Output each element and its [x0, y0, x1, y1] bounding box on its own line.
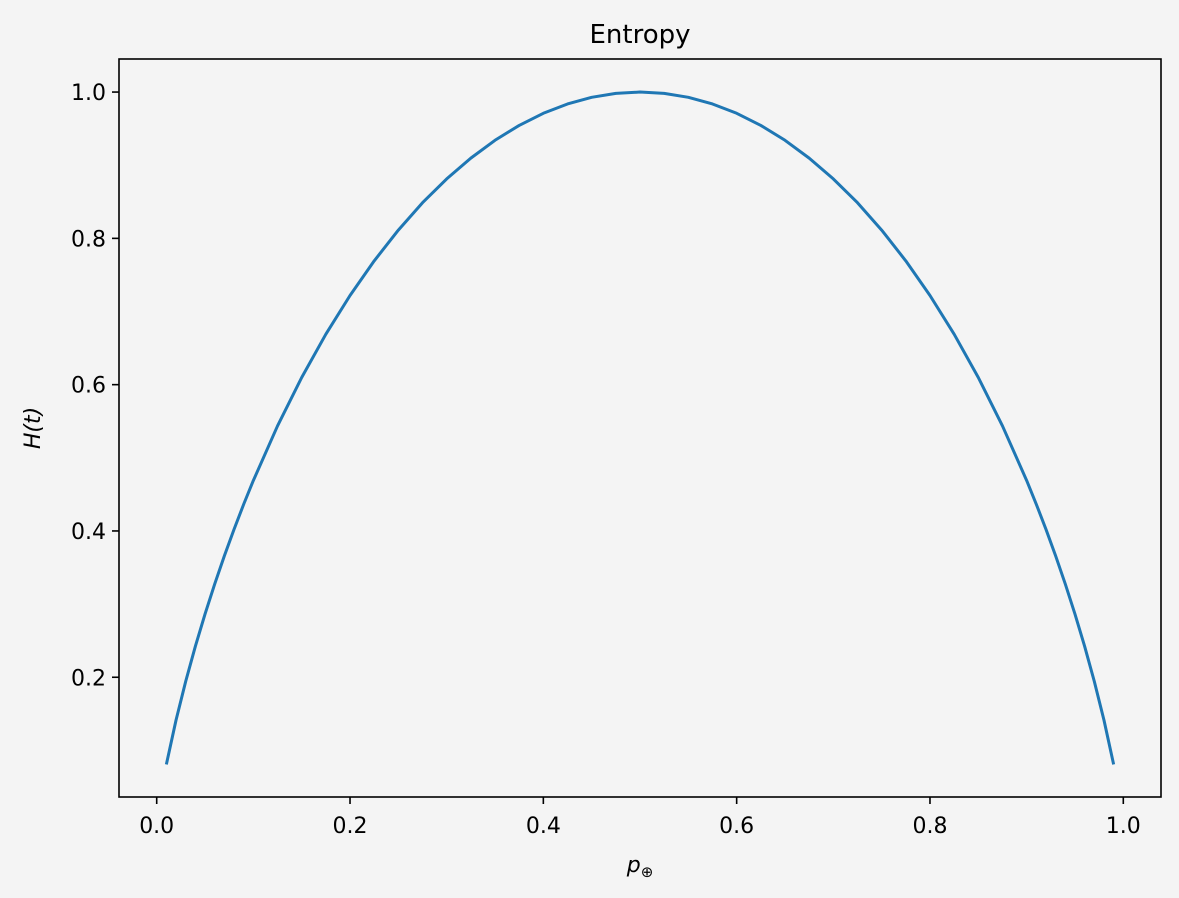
x-axis-label-main: p — [626, 853, 641, 878]
x-tick-label: 0.2 — [333, 814, 368, 839]
chart-title: Entropy — [589, 20, 690, 50]
y-axis-label: H(t) — [21, 407, 46, 449]
plot-frame — [118, 58, 1162, 798]
x-tick-label: 0.8 — [912, 814, 947, 839]
x-tick-label: 0.0 — [139, 814, 174, 839]
y-tick-label: 1.0 — [71, 81, 106, 106]
x-tick-label: 1.0 — [1106, 814, 1141, 839]
x-axis-label-subscript: ⊕ — [641, 863, 654, 881]
x-axis-ticks: 0.0 0.2 0.4 0.6 0.8 1.0 — [139, 797, 1141, 839]
entropy-line — [164, 90, 1116, 765]
plot-area — [119, 59, 1161, 797]
y-tick-label: 0.6 — [71, 374, 106, 399]
x-tick-label: 0.4 — [526, 814, 561, 839]
y-tick-label: 0.2 — [71, 666, 106, 691]
x-tick-label: 0.6 — [719, 814, 754, 839]
y-tick-label: 0.8 — [71, 227, 106, 252]
y-tick-label: 0.4 — [71, 520, 106, 545]
x-axis-label: p⊕ — [626, 853, 654, 881]
y-axis-ticks: 0.2 0.4 0.6 0.8 1.0 — [71, 81, 119, 691]
